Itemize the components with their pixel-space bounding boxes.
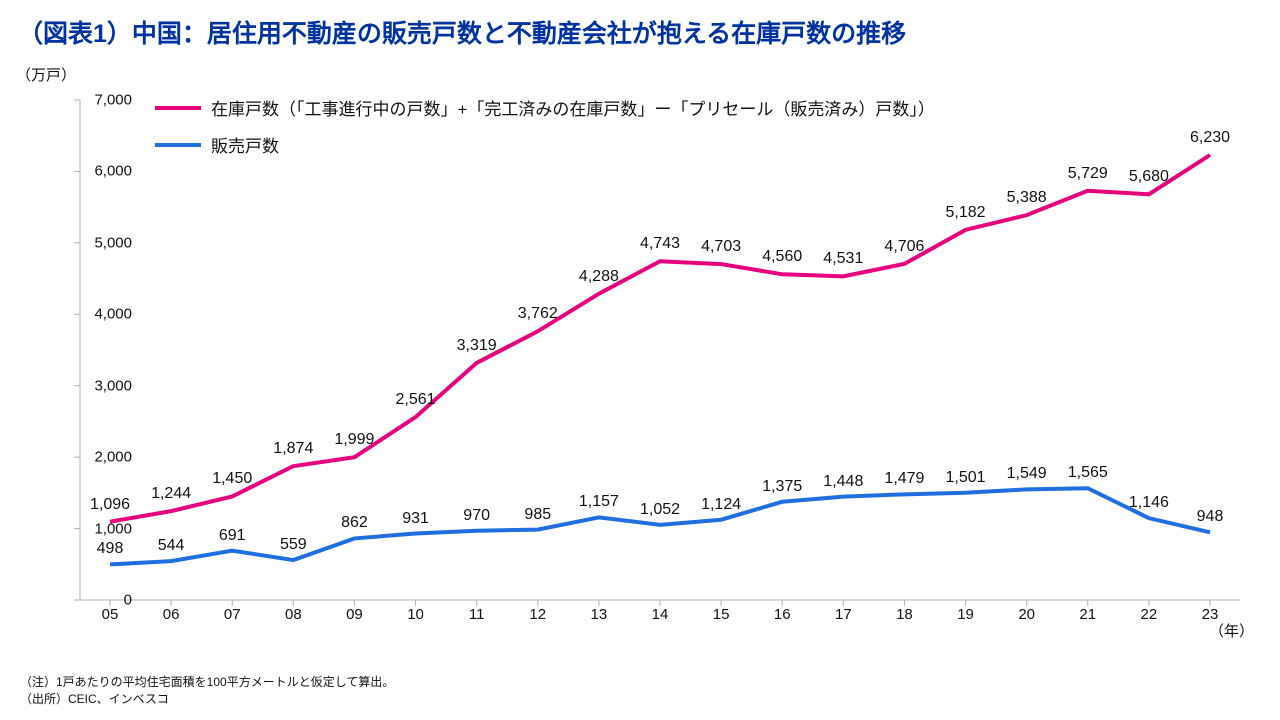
xtick-label: 15: [713, 606, 730, 623]
xtick-label: 16: [774, 606, 791, 623]
data-label: 1,549: [1007, 465, 1047, 483]
data-label: 862: [341, 514, 368, 532]
data-label: 985: [524, 506, 551, 524]
legend-item-sales: 販売戸数: [155, 132, 935, 157]
xtick-label: 07: [224, 606, 241, 623]
xtick-label: 17: [835, 606, 852, 623]
xtick-label: 22: [1141, 606, 1158, 623]
ytick-label: 2,000: [82, 449, 132, 466]
data-label: 3,762: [518, 305, 558, 323]
data-label: 1,244: [151, 485, 191, 503]
data-label: 544: [158, 537, 185, 555]
ytick-label: 6,000: [82, 163, 132, 180]
footnote-2: （出所）CEIC、インベスコ: [20, 691, 394, 708]
xtick-label: 20: [1018, 606, 1035, 623]
data-label: 1,565: [1068, 464, 1108, 482]
data-label: 1,479: [884, 470, 924, 488]
data-label: 4,288: [579, 268, 619, 286]
data-label: 1,448: [823, 473, 863, 491]
data-label: 970: [463, 507, 490, 525]
xtick-label: 18: [896, 606, 913, 623]
data-label: 4,743: [640, 235, 680, 253]
data-label: 1,450: [212, 470, 252, 488]
plot-area: 01,0002,0003,0004,0005,0006,0007,000 050…: [80, 100, 1240, 600]
legend-swatch-sales: [155, 143, 201, 147]
ytick-label: 5,000: [82, 234, 132, 251]
data-label: 1,052: [640, 501, 680, 519]
data-label: 1,146: [1129, 494, 1169, 512]
ytick-label: 4,000: [82, 306, 132, 323]
data-label: 4,560: [762, 248, 802, 266]
ytick-label: 1,000: [82, 520, 132, 537]
ytick-label: 7,000: [82, 92, 132, 109]
xtick-label: 09: [346, 606, 363, 623]
legend-label-sales: 販売戸数: [211, 132, 279, 157]
legend-item-inventory: 在庫戸数（「工事進行中の戸数」+「完工済みの在庫戸数」ー「プリセール（販売済み）…: [155, 95, 935, 120]
chart-svg: [80, 100, 1240, 630]
data-label: 1,157: [579, 493, 619, 511]
legend-label-inventory: 在庫戸数（「工事進行中の戸数」+「完工済みの在庫戸数」ー「プリセール（販売済み）…: [211, 95, 935, 120]
data-label: 1,874: [273, 440, 313, 458]
ytick-label: 3,000: [82, 377, 132, 394]
xtick-label: 12: [529, 606, 546, 623]
data-label: 1,999: [334, 431, 374, 449]
data-label: 2,561: [396, 391, 436, 409]
data-label: 5,729: [1068, 165, 1108, 183]
data-label: 1,096: [90, 496, 130, 514]
xtick-label: 06: [163, 606, 180, 623]
chart-title: （図表1）中国：居住用不動産の販売戸数と不動産会社が抱える在庫戸数の推移: [0, 0, 1280, 60]
x-axis-unit: （年）: [1209, 620, 1254, 641]
legend: 在庫戸数（「工事進行中の戸数」+「完工済みの在庫戸数」ー「プリセール（販売済み）…: [155, 95, 935, 169]
footnotes: （注）1戸あたりの平均住宅面積を100平方メートルと仮定して算出。 （出所）CE…: [20, 674, 394, 708]
data-label: 5,182: [946, 204, 986, 222]
data-label: 6,230: [1190, 129, 1230, 147]
data-label: 1,124: [701, 496, 741, 514]
data-label: 3,319: [457, 337, 497, 355]
xtick-label: 13: [591, 606, 608, 623]
data-label: 691: [219, 527, 246, 545]
xtick-label: 10: [407, 606, 424, 623]
xtick-label: 19: [957, 606, 974, 623]
series-line-sales: [110, 488, 1210, 564]
xtick-label: 11: [469, 606, 485, 623]
xtick-label: 08: [285, 606, 302, 623]
footnote-1: （注）1戸あたりの平均住宅面積を100平方メートルと仮定して算出。: [20, 674, 394, 691]
data-label: 948: [1197, 508, 1224, 526]
y-axis-unit: （万戸）: [16, 64, 76, 85]
data-label: 5,388: [1007, 189, 1047, 207]
chart-container: （万戸） 01,0002,0003,0004,0005,0006,0007,00…: [20, 60, 1260, 640]
data-label: 559: [280, 536, 307, 554]
data-label: 4,531: [823, 250, 863, 268]
data-label: 4,703: [701, 238, 741, 256]
data-label: 1,501: [946, 469, 986, 487]
data-label: 931: [402, 510, 429, 528]
xtick-label: 05: [102, 606, 119, 623]
data-label: 5,680: [1129, 168, 1169, 186]
xtick-label: 21: [1079, 606, 1096, 623]
data-label: 1,375: [762, 478, 802, 496]
xtick-label: 14: [652, 606, 669, 623]
legend-swatch-inventory: [155, 106, 201, 110]
data-label: 4,706: [884, 238, 924, 256]
data-label: 498: [97, 540, 124, 558]
